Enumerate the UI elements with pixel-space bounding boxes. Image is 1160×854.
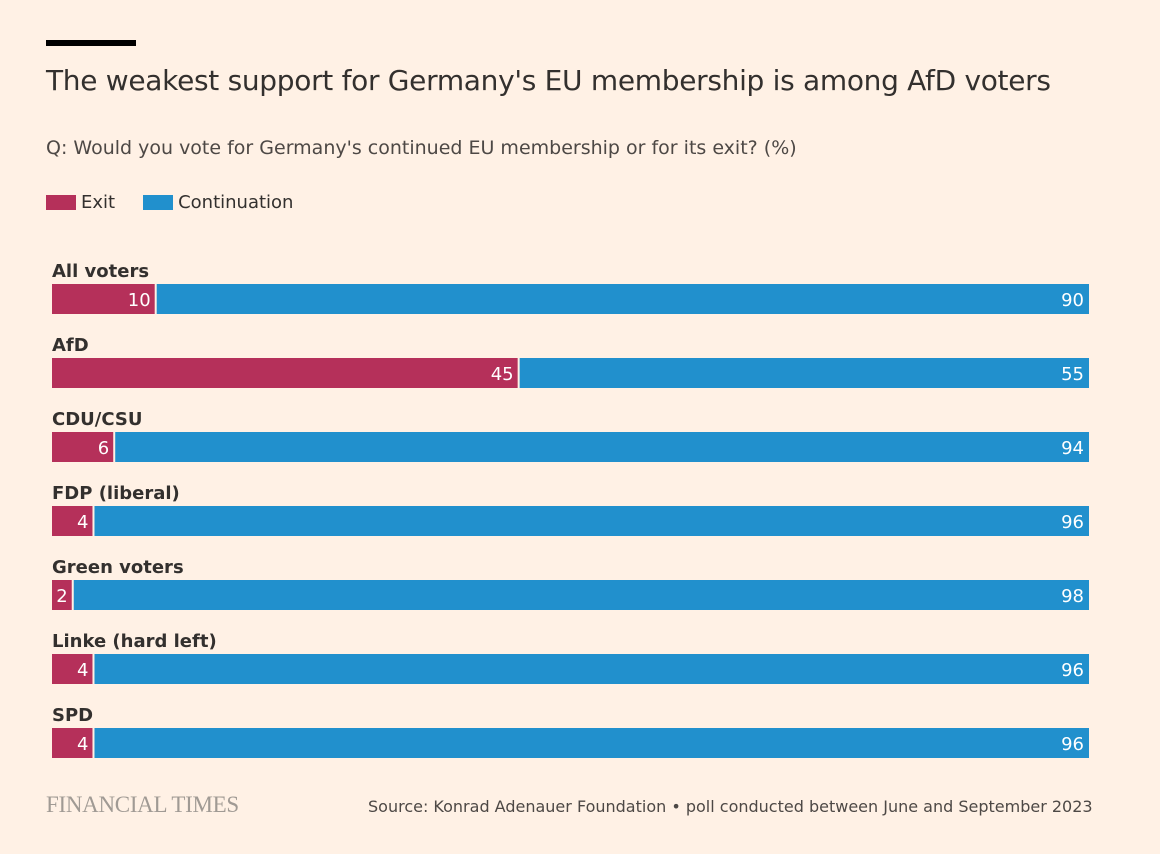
legend-item-exit: Exit [46,192,115,213]
value-label-continuation: 55 [1061,364,1084,385]
segment-divider [113,432,116,462]
bar-continuation [155,284,1089,314]
legend-label-exit: Exit [81,192,116,213]
segment-divider [71,580,74,610]
category-label: Green voters [52,557,184,578]
value-label-exit: 10 [128,290,151,311]
bar-exit [52,284,156,314]
segment-divider [154,284,157,314]
legend-label-continuation: Continuation [178,192,294,213]
bar-exit [52,358,519,388]
bar-continuation [114,432,1090,462]
header-rule [46,40,136,46]
value-label-continuation: 90 [1061,290,1084,311]
value-label-exit: 2 [56,586,67,607]
segment-divider [517,358,520,388]
segment-divider [92,728,95,758]
value-label-continuation: 96 [1061,512,1084,533]
bar-continuation [93,506,1090,536]
value-label-continuation: 98 [1061,586,1084,607]
bar-exit [52,506,94,536]
category-label: CDU/CSU [52,409,142,430]
value-label-exit: 4 [77,660,88,681]
category-label: AfD [52,335,89,356]
legend-swatch-exit [46,195,76,210]
ft-logo: FINANCIAL TIMES [46,792,239,817]
bar-continuation [93,654,1090,684]
value-label-continuation: 96 [1061,660,1084,681]
category-label: All voters [52,261,149,282]
bar-continuation [93,728,1090,758]
category-label: FDP (liberal) [52,483,180,504]
bar-continuation [72,580,1090,610]
bar-exit [52,432,115,462]
category-label: Linke (hard left) [52,631,217,652]
bar-exit [52,728,94,758]
value-label-continuation: 96 [1061,734,1084,755]
bar-continuation [518,358,1089,388]
chart-subtitle: Q: Would you vote for Germany's continue… [46,137,797,159]
value-label-exit: 6 [98,438,109,459]
segment-divider [92,506,95,536]
bar-exit [52,654,94,684]
bar-exit [52,580,73,610]
source-note: Source: Konrad Adenauer Foundation • pol… [368,797,1093,816]
value-label-continuation: 94 [1061,438,1084,459]
legend-item-continuation: Continuation [143,192,293,213]
chart-title: The weakest support for Germany's EU mem… [46,64,1051,97]
value-label-exit: 45 [491,364,514,385]
segment-divider [92,654,95,684]
category-label: SPD [52,705,93,726]
value-label-exit: 4 [77,734,88,755]
legend: Exit Continuation [46,192,321,213]
value-label-exit: 4 [77,512,88,533]
legend-swatch-continuation [143,195,174,210]
